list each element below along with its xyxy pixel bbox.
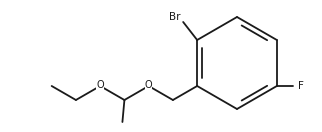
Text: O: O [96, 80, 104, 90]
Text: F: F [298, 81, 304, 91]
Text: O: O [145, 80, 153, 90]
Text: Br: Br [169, 12, 181, 22]
